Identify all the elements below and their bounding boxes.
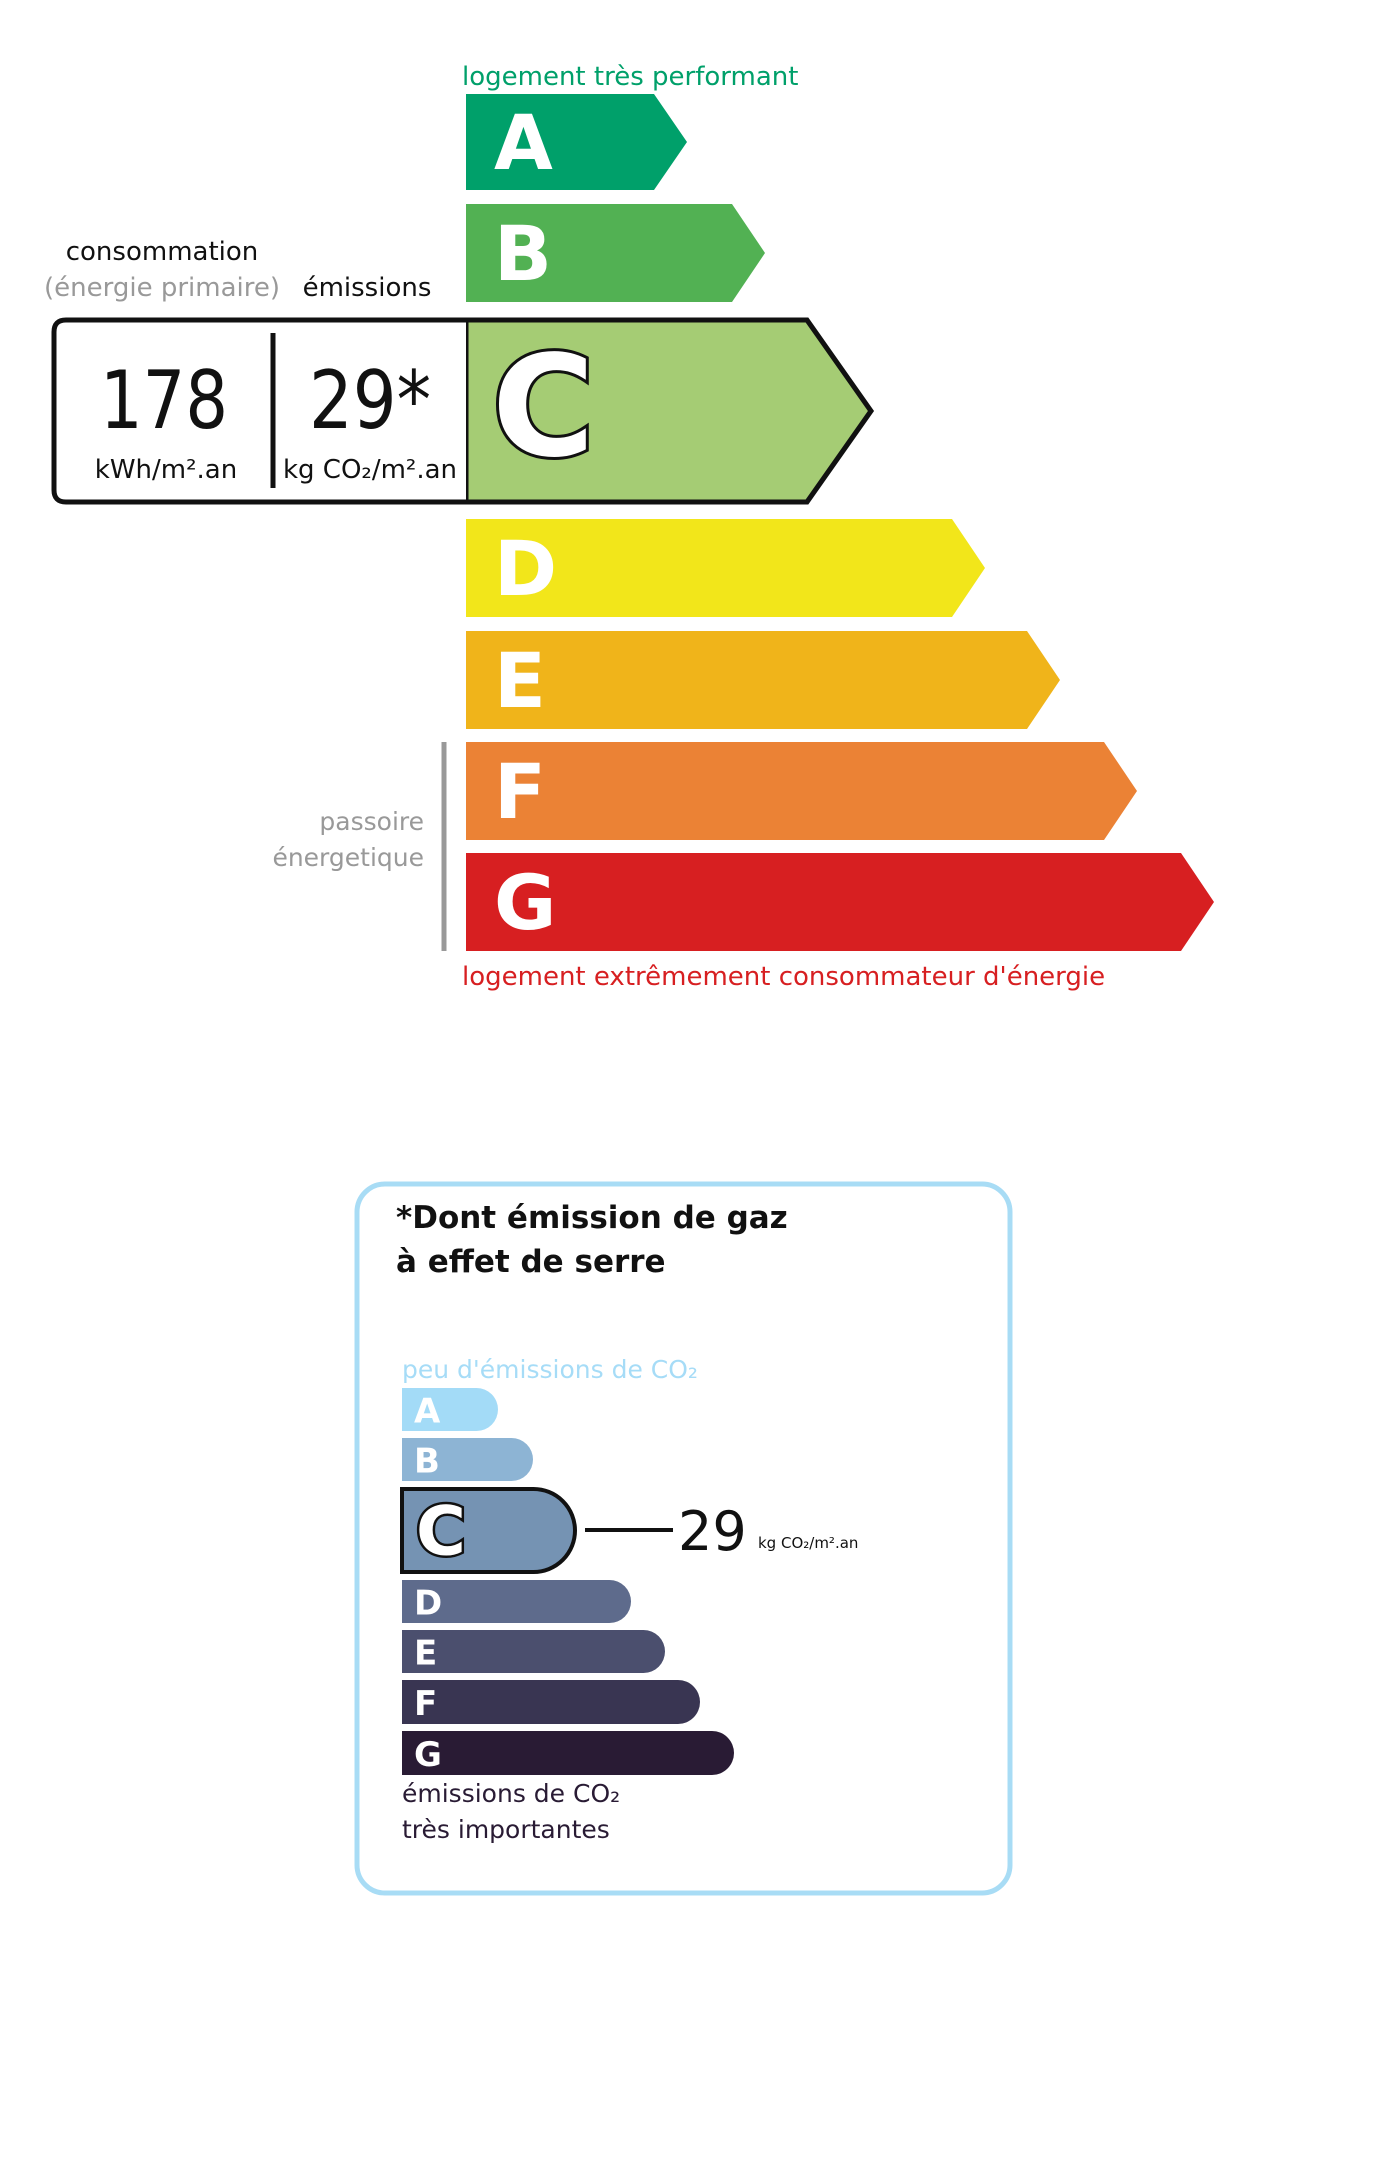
ghg-class-a: A bbox=[402, 1387, 498, 1432]
energy-class-f: F bbox=[466, 742, 1137, 840]
energy-class-letter: F bbox=[494, 747, 546, 836]
ghg-value: 29 bbox=[678, 1500, 747, 1563]
energy-class-g: G bbox=[466, 853, 1214, 951]
consumption-value: 178 bbox=[100, 354, 228, 447]
energy-class-arrow bbox=[466, 742, 1137, 840]
energy-class-a: A bbox=[466, 94, 687, 190]
ghg-class-bar bbox=[402, 1580, 631, 1623]
ghg-class-c: C bbox=[400, 1487, 577, 1574]
energy-bottom-label: logement extrêmement consommateur d'éner… bbox=[462, 962, 1105, 992]
energy-class-arrow bbox=[466, 204, 765, 302]
energy-class-d: D bbox=[466, 519, 985, 617]
emissions-value: 29* bbox=[309, 354, 431, 447]
emissions-label: émissions bbox=[303, 273, 432, 303]
consumption-unit: kWh/m².an bbox=[95, 455, 237, 485]
energy-class-letter: G bbox=[494, 858, 556, 947]
ghg-title-line2: à effet de serre bbox=[396, 1244, 666, 1280]
energy-class-arrow bbox=[466, 853, 1214, 951]
energy-class-b: B bbox=[466, 204, 765, 302]
energy-class-arrow bbox=[466, 94, 687, 190]
ghg-class-bar bbox=[402, 1387, 498, 1431]
ghg-class-bar bbox=[402, 1438, 533, 1481]
ghg-class-letter: B bbox=[414, 1442, 440, 1482]
ghg-class-b: B bbox=[402, 1438, 533, 1482]
ghg-class-bar bbox=[402, 1680, 700, 1724]
ghg-top-label: peu d'émissions de CO₂ bbox=[402, 1355, 698, 1384]
energy-class-e: E bbox=[466, 631, 1060, 729]
ghg-class-g: G bbox=[402, 1731, 734, 1775]
ghg-class-f: F bbox=[402, 1680, 700, 1724]
energy-class-c: C bbox=[463, 317, 875, 505]
value-box bbox=[51, 317, 466, 505]
consumption-sublabel: (énergie primaire) bbox=[44, 273, 280, 303]
energy-class-letter: A bbox=[494, 98, 553, 187]
ghg-class-e: E bbox=[402, 1630, 665, 1674]
energy-class-letter: E bbox=[494, 636, 546, 725]
ghg-class-letter: E bbox=[414, 1634, 437, 1674]
ghg-class-letter: D bbox=[414, 1584, 442, 1624]
ghg-bottom-label-line2: très importantes bbox=[402, 1815, 610, 1844]
ghg-class-letter: A bbox=[414, 1392, 441, 1432]
ghg-bottom-label-line1: émissions de CO₂ bbox=[402, 1779, 620, 1808]
consumption-label: consommation bbox=[66, 237, 259, 267]
energy-class-letter: D bbox=[494, 524, 557, 613]
energy-class-letter: B bbox=[494, 209, 552, 298]
ghg-title-line1: *Dont émission de gaz bbox=[396, 1200, 788, 1236]
emissions-unit: kg CO₂/m².an bbox=[283, 455, 457, 485]
ghg-class-bar bbox=[400, 1487, 577, 1574]
passoire-label-line2: énergetique bbox=[272, 843, 424, 872]
ghg-class-d: D bbox=[402, 1580, 631, 1624]
ghg-class-letter: F bbox=[414, 1684, 437, 1724]
energy-class-arrow bbox=[466, 519, 985, 617]
ghg-class-bar bbox=[402, 1731, 734, 1775]
energy-class-arrow bbox=[466, 631, 1060, 729]
ghg-class-letter: C bbox=[416, 1493, 466, 1572]
ghg-class-letter: G bbox=[414, 1735, 442, 1775]
energy-top-label: logement très performant bbox=[462, 62, 798, 92]
ghg-class-bar bbox=[402, 1630, 665, 1673]
ghg-unit: kg CO₂/m².an bbox=[758, 1534, 858, 1552]
energy-class-letter: C bbox=[492, 326, 595, 489]
passoire-label-line1: passoire bbox=[319, 807, 424, 836]
